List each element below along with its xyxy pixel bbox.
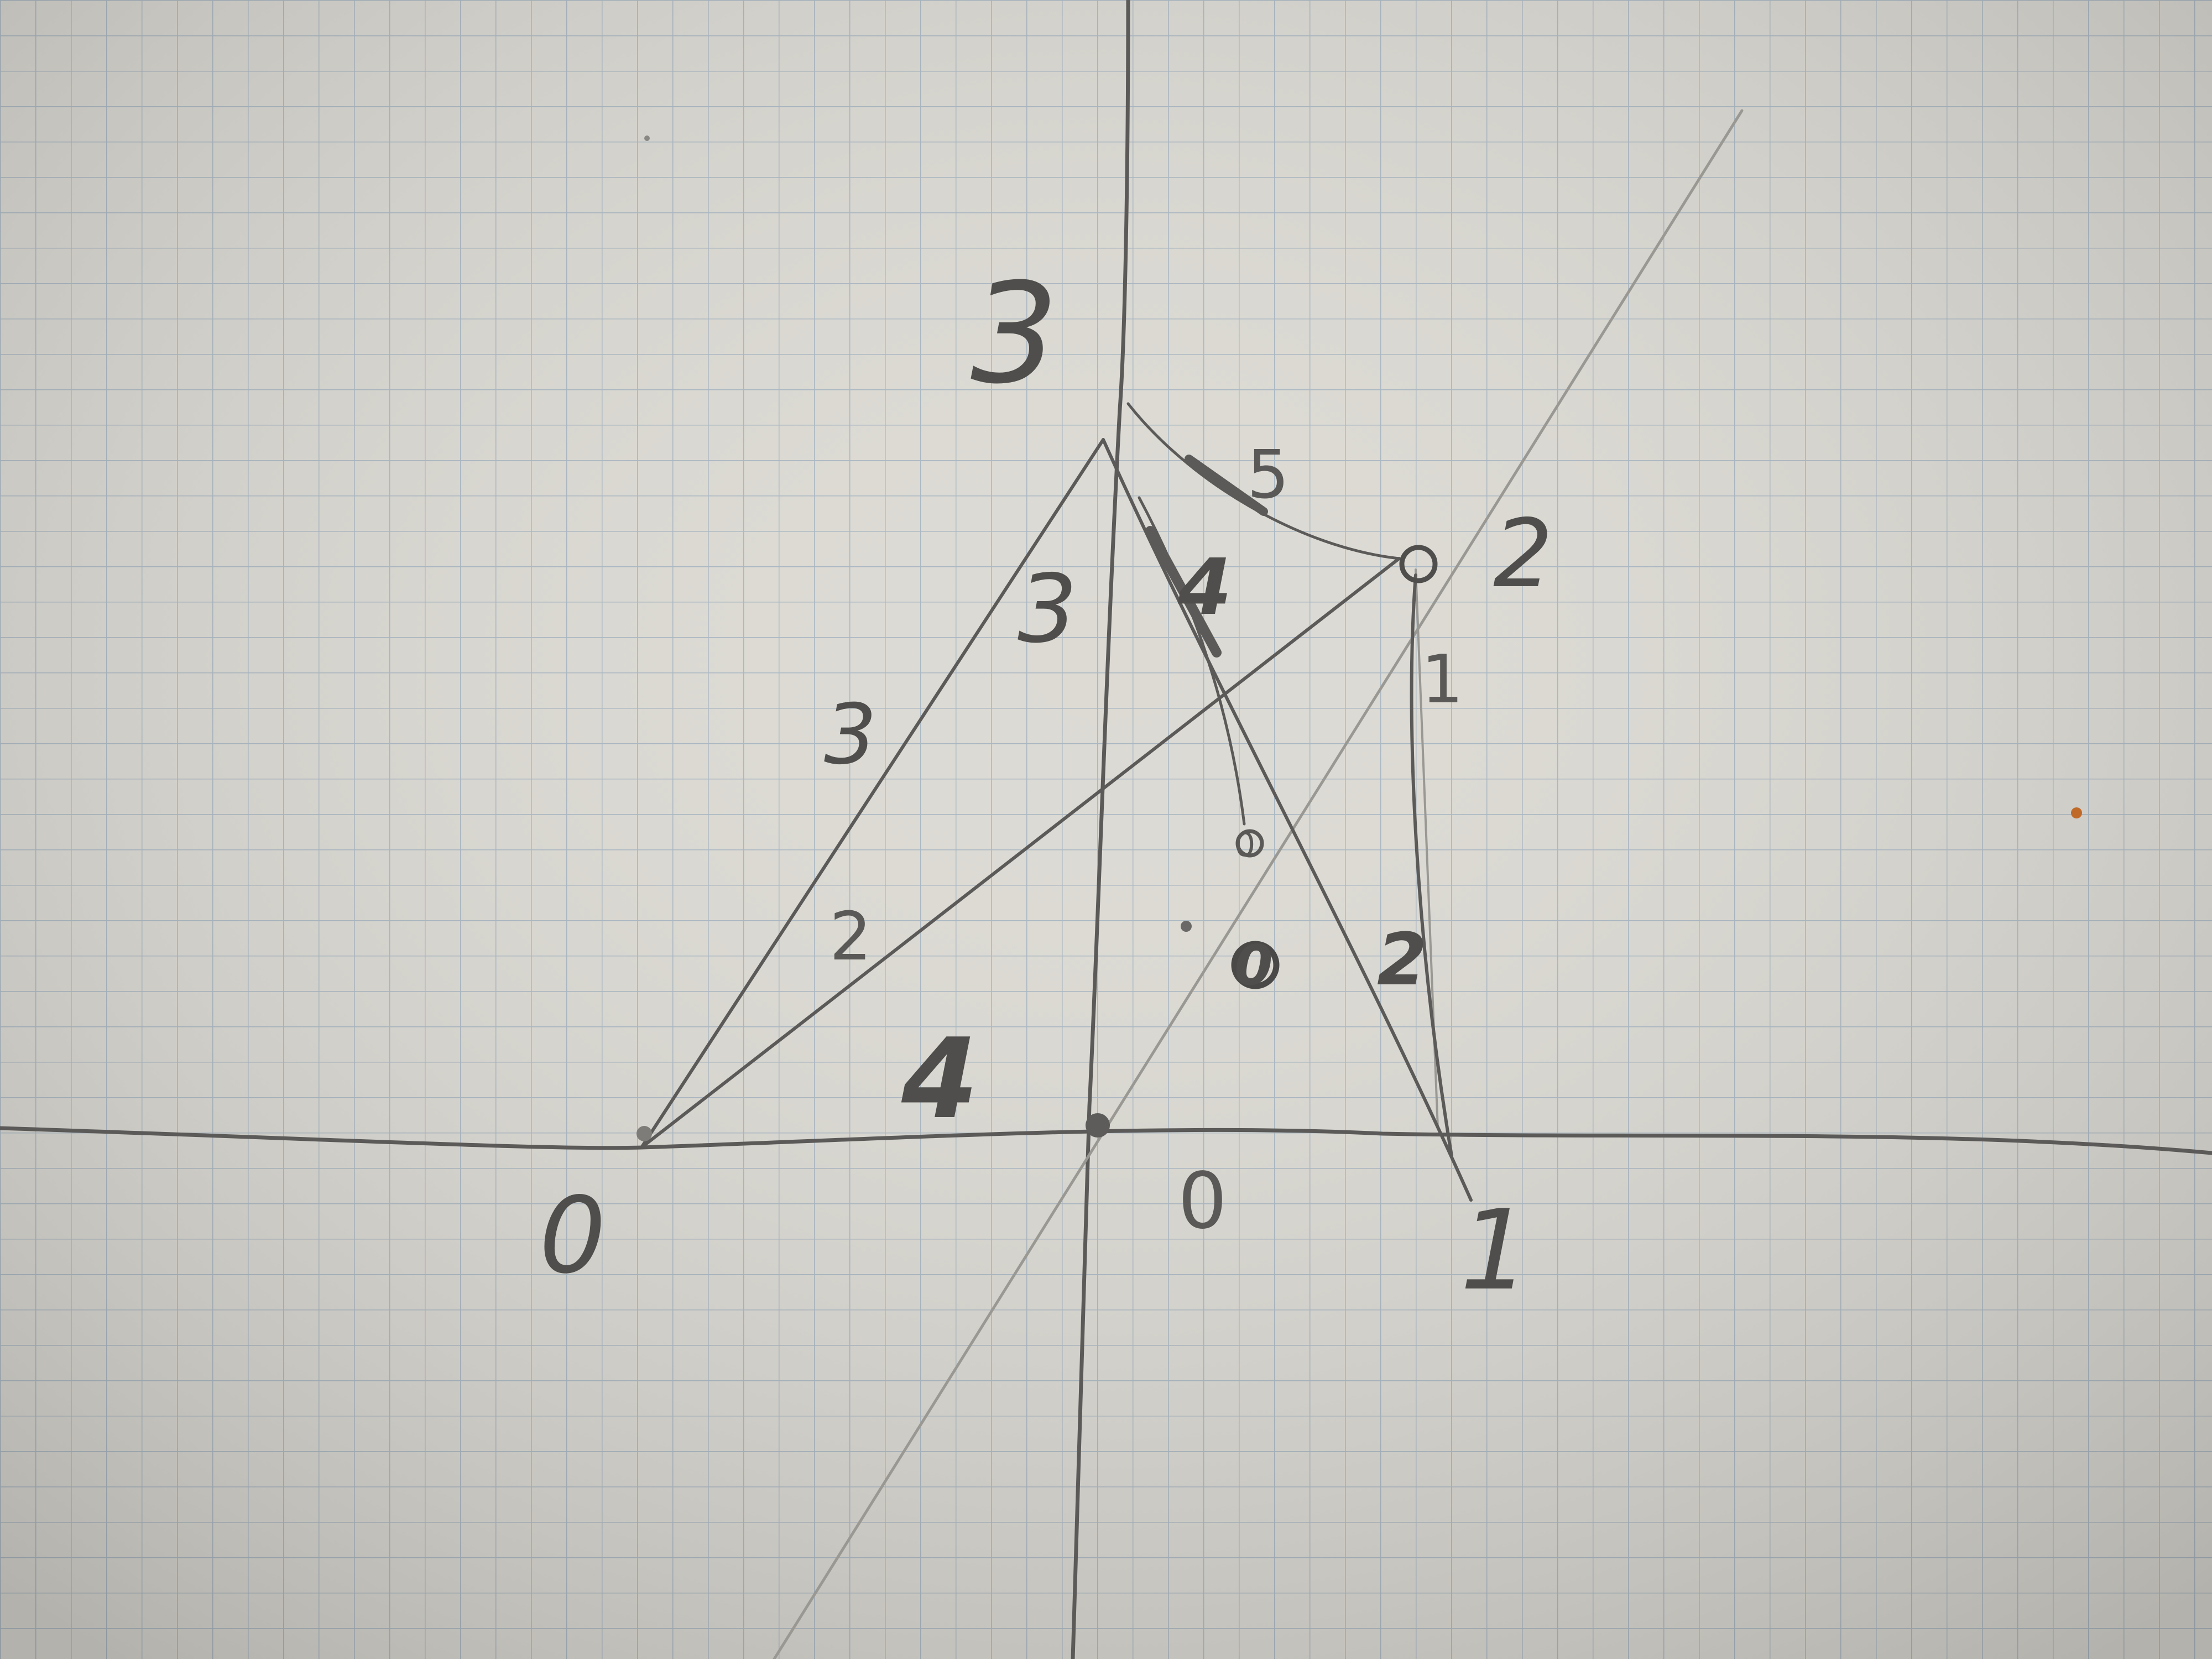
label-top-curve: 5 bbox=[1247, 437, 1289, 514]
label-top-axis: 3 bbox=[971, 253, 1058, 414]
vertex-dot-left bbox=[637, 1126, 652, 1141]
label-right-edge-upper: 1 bbox=[1421, 641, 1463, 718]
label-inner-small: 0 bbox=[1234, 826, 1255, 864]
label-right-edge-lower: 2 bbox=[1377, 917, 1427, 1001]
origin-dot bbox=[1086, 1113, 1110, 1138]
construction-line-long bbox=[773, 109, 1744, 1659]
triangle-right-edge bbox=[1102, 438, 1473, 1202]
label-under-origin: 0 bbox=[1178, 1156, 1227, 1246]
label-base-mark: 4 bbox=[901, 1015, 978, 1144]
inner-dot bbox=[1181, 921, 1192, 932]
label-left-edge-mid: 3 bbox=[824, 687, 877, 783]
label-inner-circled: 0 bbox=[1234, 933, 1273, 998]
label-vertex-right: 1 bbox=[1460, 1186, 1530, 1315]
label-left-edge-lower: 2 bbox=[830, 899, 872, 975]
right-side-edge bbox=[1410, 573, 1453, 1157]
paper-speck-dark bbox=[644, 135, 650, 141]
triangle-left-edge bbox=[640, 438, 1105, 1149]
median-to-upper-right bbox=[640, 557, 1401, 1149]
inner-circled-mark bbox=[1231, 941, 1280, 989]
label-vertex-left: 0 bbox=[539, 1175, 606, 1297]
shaded-stroke-center bbox=[1145, 526, 1222, 658]
x-axis-line bbox=[0, 1126, 2212, 1155]
inner-small-circle bbox=[1235, 829, 1264, 858]
upper-right-circle-mark bbox=[1399, 545, 1438, 583]
paper-speck-orange bbox=[2071, 807, 2082, 818]
label-vertex-upper-right: 2 bbox=[1493, 499, 1553, 609]
y-axis-line bbox=[1071, 0, 1130, 1659]
label-center-stroke: 4 bbox=[1177, 542, 1232, 633]
shaded-stroke-upper bbox=[1185, 455, 1268, 516]
label-left-edge-upper: 3 bbox=[1018, 555, 1077, 664]
